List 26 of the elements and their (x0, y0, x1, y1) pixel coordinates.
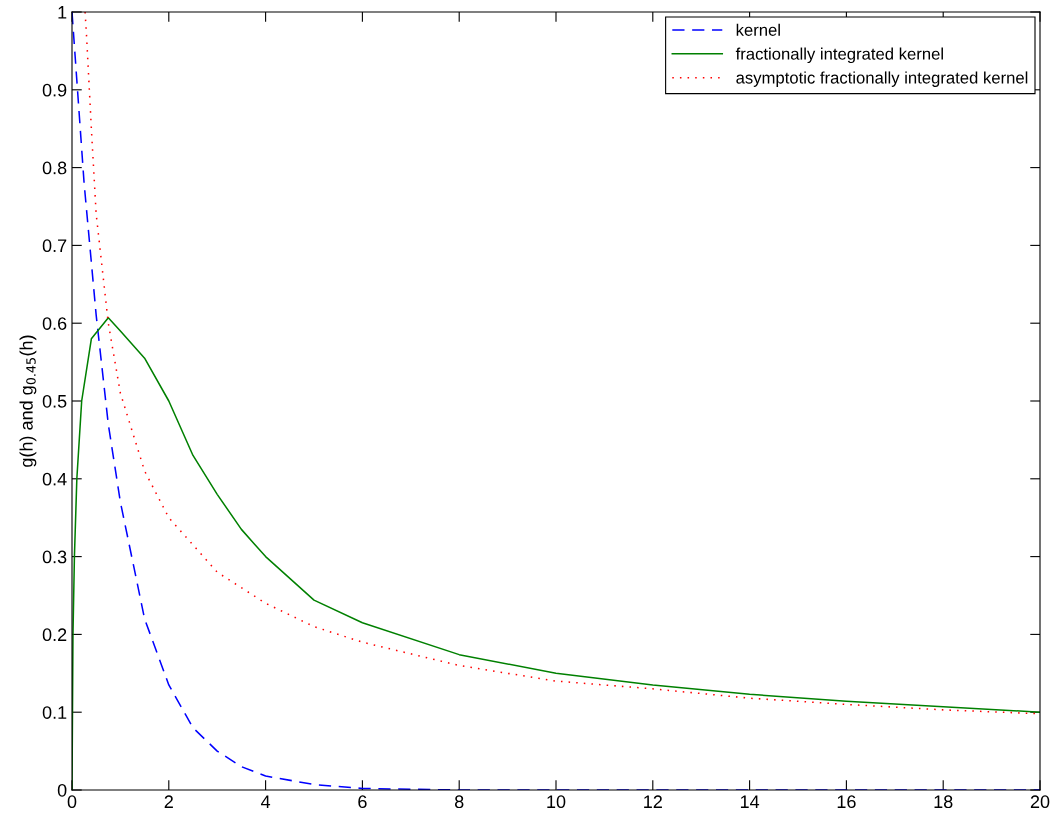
y-tick-label: 0 (57, 783, 67, 797)
x-tick-label: 8 (454, 795, 464, 809)
y-tick-label: 0.5 (42, 394, 67, 408)
y-tick-label: 0.8 (42, 161, 67, 175)
x-tick-label: 18 (934, 795, 953, 809)
y-tick-label: 0.1 (42, 706, 67, 719)
x-tick-label: 2 (164, 795, 173, 808)
x-tick-label: 14 (740, 795, 760, 808)
x-tick-label: 6 (358, 795, 367, 809)
y-tick-label: 0.3 (42, 550, 67, 564)
y-tick-label: 0.2 (42, 628, 67, 642)
x-tick-label: 10 (547, 795, 566, 809)
y-tick-label: 0.7 (42, 239, 67, 253)
y-tick-label: 0.9 (42, 83, 67, 97)
x-tick-label: 4 (260, 795, 271, 808)
y-tick-label: 1 (58, 6, 67, 19)
x-tick-label: 16 (837, 795, 856, 809)
x-tick-label: 20 (1030, 795, 1050, 809)
y-tick-label: 0.6 (42, 317, 67, 330)
y-axis-title: g(h) and g$_{0.45}$(h) (19, 335, 37, 467)
x-tick-label: 0 (67, 795, 77, 809)
y-tick-label: 0.4 (42, 472, 67, 486)
legend-label: kernel (736, 23, 780, 36)
legend-label: asymptotic fractionally integrated kernel (736, 71, 1028, 87)
legend-label: fractionally integrated kernel (735, 47, 943, 64)
x-tick-label: 12 (644, 795, 662, 808)
